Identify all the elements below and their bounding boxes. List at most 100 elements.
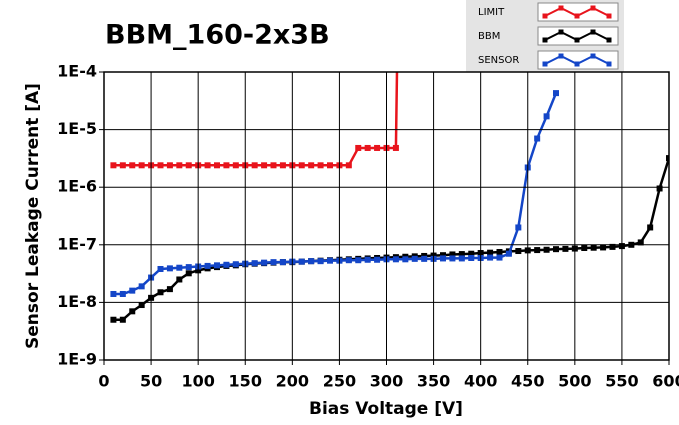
legend-marker	[542, 13, 548, 19]
data-point	[204, 162, 211, 169]
x-tick-label: 450	[511, 372, 544, 391]
data-point	[364, 144, 371, 151]
legend-marker	[590, 53, 596, 59]
data-point	[392, 256, 399, 263]
x-tick-label: 250	[323, 372, 356, 391]
data-point	[411, 255, 418, 262]
x-tick-label: 50	[140, 372, 162, 391]
data-point	[214, 162, 220, 169]
data-point	[534, 135, 541, 142]
data-point	[110, 316, 117, 323]
legend-marker	[606, 37, 612, 43]
legend-swatch-box	[537, 50, 619, 70]
legend-marker	[574, 13, 580, 19]
data-point	[374, 256, 381, 263]
data-point	[345, 257, 352, 264]
legend-marker	[558, 5, 564, 11]
data-point	[402, 256, 409, 263]
data-point	[251, 260, 258, 267]
data-point	[119, 316, 126, 323]
data-point	[157, 289, 164, 296]
data-point	[449, 255, 456, 262]
data-point	[590, 244, 597, 251]
data-point	[534, 247, 541, 254]
legend-marker	[558, 53, 564, 59]
data-point	[487, 249, 494, 256]
x-tick-label: 600	[652, 372, 679, 391]
data-point	[355, 257, 362, 264]
data-point	[656, 185, 663, 192]
data-point	[543, 113, 550, 120]
x-tick-label: 350	[417, 372, 450, 391]
data-point	[496, 254, 503, 261]
data-point	[600, 244, 607, 251]
data-point	[119, 290, 126, 297]
y-tick-label: 1E-4	[57, 62, 97, 81]
data-point	[666, 155, 669, 162]
data-point	[355, 144, 362, 151]
data-point	[166, 286, 173, 293]
data-point	[204, 262, 211, 269]
data-point	[458, 251, 465, 258]
y-tick-label: 1E-6	[57, 177, 97, 196]
x-tick-label: 500	[558, 372, 591, 391]
y-tick-label: 1E-9	[57, 350, 97, 369]
data-point	[468, 254, 475, 261]
legend-marker	[558, 29, 564, 35]
data-point	[468, 250, 475, 257]
data-point	[345, 162, 352, 169]
legend-marker	[574, 61, 580, 67]
legend-label: SENSOR	[478, 55, 519, 66]
data-point	[647, 224, 654, 231]
data-point	[223, 162, 230, 169]
data-point	[562, 245, 569, 252]
legend-swatch-box	[537, 2, 619, 22]
data-point	[232, 261, 239, 268]
data-point	[505, 250, 512, 257]
legend-marker	[542, 37, 548, 43]
legend-swatch-box	[537, 26, 619, 46]
data-point	[138, 283, 145, 290]
data-point	[270, 162, 277, 169]
legend-label: LIMIT	[478, 7, 505, 18]
data-point	[395, 11, 401, 17]
data-point	[279, 259, 286, 266]
x-tick-label: 400	[464, 372, 497, 391]
legend-label: BBM	[478, 31, 500, 42]
data-point	[458, 255, 465, 262]
data-point	[270, 259, 277, 266]
data-point	[232, 162, 239, 169]
legend-marker	[606, 61, 612, 67]
data-point	[553, 246, 559, 253]
data-point	[279, 162, 286, 169]
data-point	[515, 224, 522, 231]
data-point	[317, 162, 324, 169]
data-point	[298, 258, 305, 265]
legend-marker	[542, 61, 548, 67]
data-point	[176, 264, 183, 271]
data-point	[261, 259, 268, 266]
data-point	[119, 162, 126, 169]
data-point	[421, 255, 428, 262]
y-axis-label: Sensor Leakage Current [A]	[23, 83, 43, 349]
data-point	[374, 144, 381, 151]
y-tick-label: 1E-7	[57, 234, 97, 253]
data-point	[185, 264, 192, 271]
data-point	[110, 290, 117, 297]
data-point	[157, 162, 164, 169]
data-point	[581, 244, 588, 251]
x-tick-label: 200	[276, 372, 309, 391]
data-point	[327, 162, 333, 169]
data-point	[138, 162, 145, 169]
data-point	[214, 262, 220, 269]
data-point	[185, 162, 192, 169]
data-point	[364, 256, 371, 263]
legend-marker	[590, 5, 596, 11]
data-point	[129, 162, 136, 169]
data-point	[440, 252, 446, 259]
data-point	[176, 162, 183, 169]
data-point	[327, 257, 333, 264]
data-point	[308, 258, 315, 265]
